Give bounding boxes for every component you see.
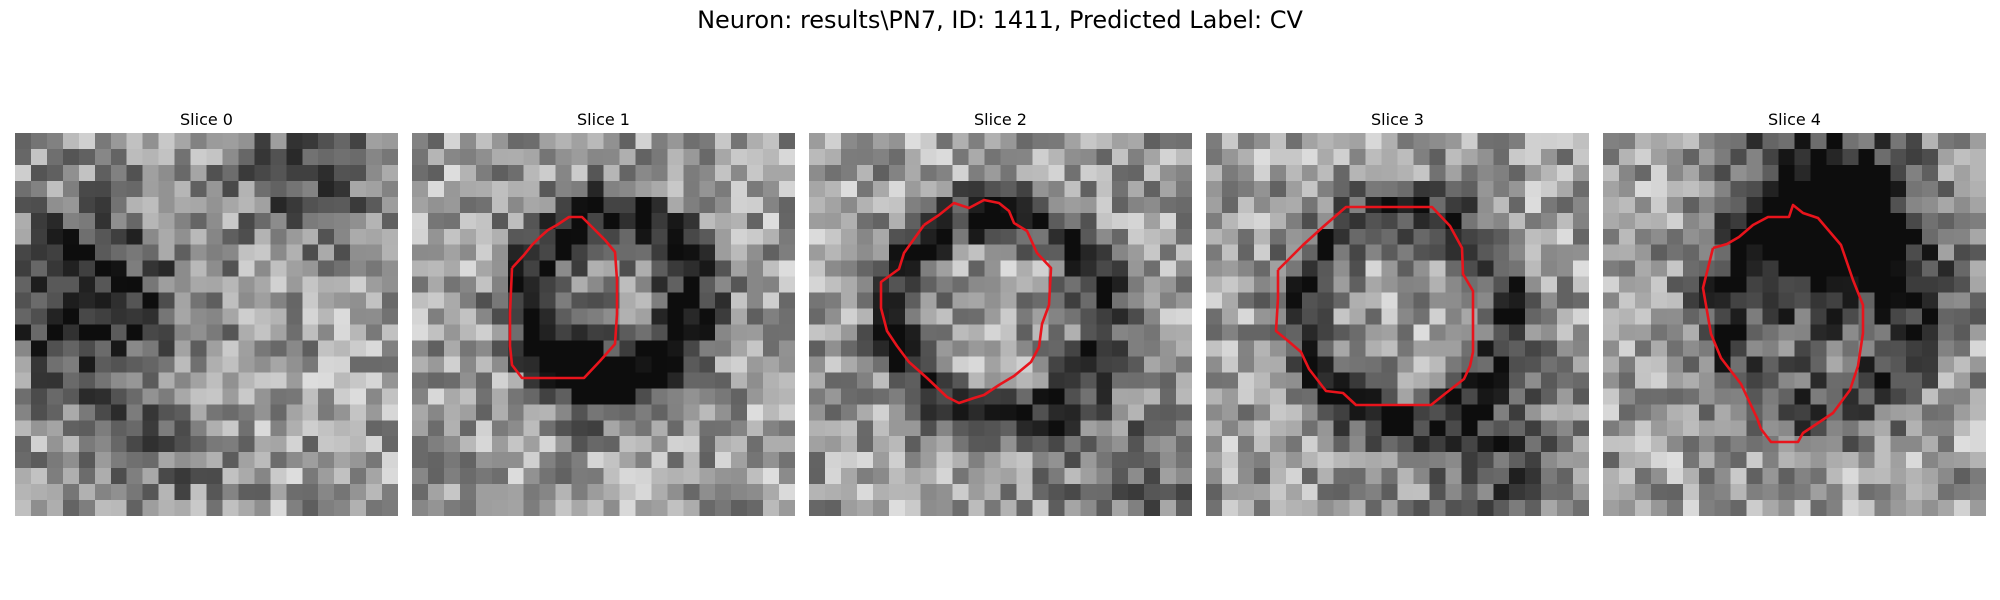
segmentation-contour <box>1701 203 1865 444</box>
grayscale-em-image <box>1206 133 1589 516</box>
slice-image <box>809 133 1192 516</box>
slice-panel-3: Slice 3 <box>1206 107 1589 516</box>
grayscale-em-image <box>15 133 398 516</box>
slice-image <box>15 133 398 516</box>
slice-panel-0: Slice 0 <box>15 107 398 516</box>
slice-title: Slice 1 <box>577 110 630 129</box>
slice-image <box>1603 133 1986 516</box>
segmentation-contour <box>508 215 619 380</box>
slice-panel-4: Slice 4 <box>1603 107 1986 516</box>
slice-title: Slice 2 <box>974 110 1027 129</box>
grayscale-em-image <box>1603 133 1986 516</box>
slice-panel-1: Slice 1 <box>412 107 795 516</box>
figure-title: Neuron: results\PN7, ID: 1411, Predicted… <box>697 6 1303 34</box>
slice-title: Slice 4 <box>1768 110 1821 129</box>
slice-panel-2: Slice 2 <box>809 107 1192 516</box>
slice-title: Slice 3 <box>1371 110 1424 129</box>
slice-image <box>412 133 795 516</box>
grayscale-em-image <box>809 133 1192 516</box>
segmentation-contour <box>1274 205 1475 407</box>
slice-title: Slice 0 <box>180 110 233 129</box>
grayscale-em-image <box>412 133 795 516</box>
segmentation-contour <box>879 198 1053 405</box>
slice-image <box>1206 133 1589 516</box>
